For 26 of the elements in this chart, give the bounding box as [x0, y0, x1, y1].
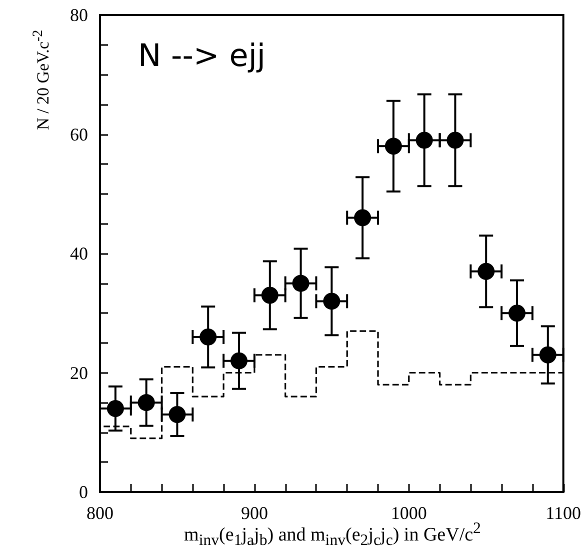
x-tick-label: 1100: [546, 503, 582, 523]
point: [384, 138, 402, 155]
point: [138, 394, 155, 412]
point: [539, 346, 556, 364]
x-tick-label: 1000: [390, 503, 427, 523]
point: [354, 209, 372, 226]
point: [200, 328, 217, 346]
y-tick-label: 60: [70, 124, 88, 144]
point: [323, 292, 340, 310]
y-tick-label: 80: [70, 5, 88, 25]
point: [416, 132, 433, 149]
x-tick-label: 800: [86, 503, 114, 523]
point: [508, 304, 526, 322]
y-tick-label: 40: [70, 244, 88, 264]
point: [446, 132, 464, 149]
x-tick-label: 900: [240, 503, 268, 523]
y-tick-label: 20: [70, 362, 88, 383]
point: [106, 400, 124, 418]
point: [261, 286, 278, 304]
point: [230, 352, 248, 370]
annotation: N --> ejj: [138, 38, 266, 74]
point: [478, 262, 495, 280]
y-tick-label: 0: [79, 482, 88, 502]
point: [292, 274, 310, 292]
point: [168, 406, 186, 423]
text: m$_{inv}$(e$_{1}$j$_{a}$j$_{b}$) and m$_{inv}$(e$_{2}$j$_{c}$j$_{c}$) in GeV/c$^{2}$: [184, 520, 481, 550]
